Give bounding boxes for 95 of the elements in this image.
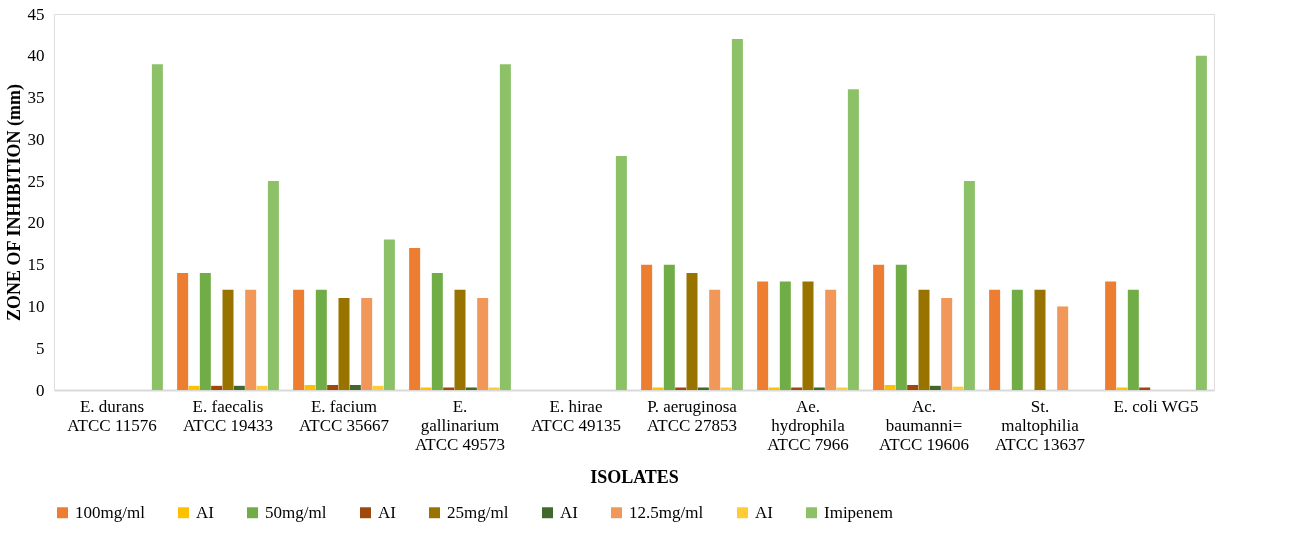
bar [884, 384, 896, 390]
bar [361, 298, 373, 390]
bar [825, 289, 837, 390]
bar [873, 264, 885, 390]
bar [245, 289, 257, 390]
bar [151, 64, 163, 390]
legend-label: AI [560, 502, 579, 522]
x-tick-label: Ae. hydrophila ATCC 7966 [767, 396, 849, 454]
bar [907, 384, 919, 390]
legend-label: AI [755, 502, 774, 522]
y-tick-label: 15 [27, 255, 45, 275]
bar [431, 273, 443, 390]
legend-label: 50mg/ml [265, 502, 327, 522]
bar [847, 89, 859, 390]
bar [338, 298, 350, 390]
bar [802, 281, 814, 390]
x-tick-label: Ac. baumanni= ATCC 19606 [878, 396, 970, 454]
bar [697, 387, 709, 390]
x-tick-label: E. hirae ATCC 49135 [530, 396, 622, 435]
legend-label: AI [196, 502, 215, 522]
bar [327, 384, 339, 390]
x-tick-label: E. durans ATCC 11576 [67, 396, 157, 435]
bar [188, 385, 200, 390]
bar [233, 385, 245, 390]
bar [465, 387, 477, 390]
bar [420, 387, 432, 390]
bar [652, 387, 664, 390]
bar [477, 298, 489, 390]
bar [177, 273, 189, 390]
bar [709, 289, 721, 390]
x-tick-label: E. faecalis ATCC 19433 [182, 396, 274, 435]
bar [488, 387, 500, 390]
bar [383, 239, 395, 390]
x-axis-title: ISOLATES [590, 466, 679, 487]
y-tick-label: 10 [27, 296, 45, 316]
bar [1034, 289, 1046, 390]
bar [1011, 289, 1023, 390]
bar [443, 387, 455, 390]
bar [1195, 55, 1207, 390]
y-tick-label: 35 [27, 88, 45, 108]
bar [372, 385, 384, 390]
y-tick-label: 25 [27, 171, 45, 191]
bar [199, 273, 211, 390]
legend-label: AI [378, 502, 397, 522]
bar [499, 64, 511, 390]
x-tick-label: P. aeruginosa ATCC 27853 [646, 396, 738, 435]
bar [675, 387, 687, 390]
bar [315, 289, 327, 390]
bar [768, 387, 780, 390]
bar [1057, 306, 1069, 390]
bar [409, 247, 421, 390]
y-tick-label: 5 [36, 338, 45, 358]
y-tick-label: 0 [36, 380, 45, 400]
bar [293, 289, 305, 390]
bar [929, 385, 941, 390]
bar [836, 387, 848, 390]
bar [641, 264, 653, 390]
bar [222, 289, 234, 390]
y-axis-title: ZONE OF INHIBITION (mm) [3, 84, 25, 321]
bar [615, 156, 627, 390]
bar [757, 281, 769, 390]
bar [211, 385, 223, 390]
bar [267, 181, 279, 390]
y-tick-label: 20 [27, 213, 45, 233]
x-tick-label: St. maltophilia ATCC 13637 [994, 396, 1086, 454]
bar [731, 39, 743, 390]
legend-label: 100mg/ml [75, 502, 146, 522]
bar [1105, 281, 1117, 390]
bar [1139, 387, 1151, 390]
bar [895, 264, 907, 390]
bar [941, 298, 953, 390]
x-tick-label: E. facium ATCC 35667 [298, 396, 390, 435]
bar [989, 289, 1001, 390]
y-tick-label: 45 [27, 4, 45, 24]
y-tick-label: 40 [27, 46, 45, 66]
bar [663, 264, 675, 390]
bar [813, 387, 825, 390]
bar [349, 384, 361, 390]
bar [304, 384, 316, 390]
x-tick-label: E. gallinarium ATCC 49573 [414, 396, 506, 454]
legend-label: Imipenem [824, 502, 893, 522]
legend-label: 25mg/ml [447, 502, 509, 522]
bar [963, 181, 975, 390]
bar [918, 289, 930, 390]
bar [256, 385, 268, 390]
x-tick-label: E. coli WG5 [1113, 396, 1199, 416]
bar [791, 387, 803, 390]
bar [454, 289, 466, 390]
bar [1116, 387, 1128, 390]
y-tick-label: 30 [27, 129, 45, 149]
bar [779, 281, 791, 390]
legend-label: 12.5mg/ml [629, 502, 704, 522]
bar [1127, 289, 1139, 390]
bar [686, 273, 698, 390]
bar [720, 387, 732, 390]
